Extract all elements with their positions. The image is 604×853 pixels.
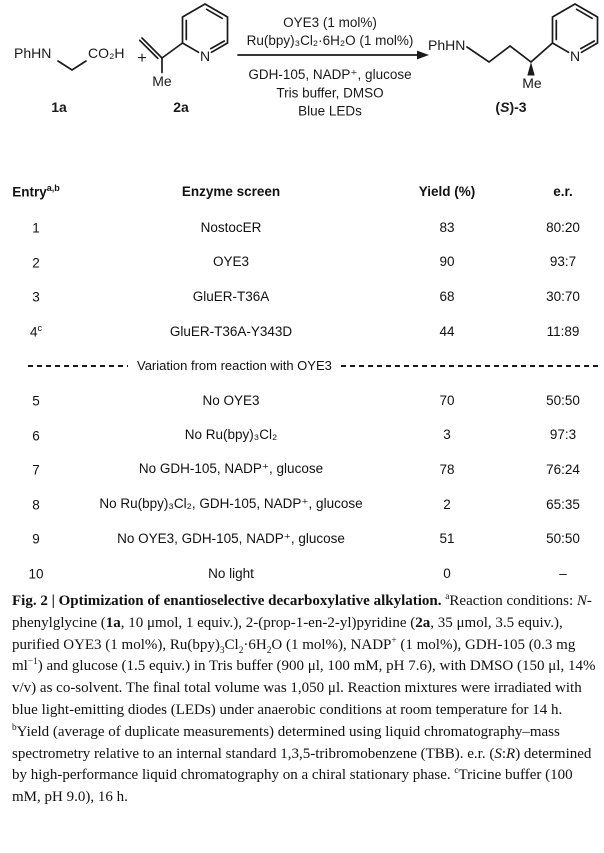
svg-text:OYE3 (1 mol%): OYE3 (1 mol%) [283,15,377,30]
entry-cell: 8 [32,497,40,513]
table-row: 10 No light 0 – [0,556,604,591]
yield-cell: 83 [439,219,455,235]
er-cell: 93:7 [549,254,577,270]
compound-tag-2a: 2a [173,99,189,115]
table-row: 1 NostocER 83 80:20 [0,210,604,245]
svg-text:Blue LEDs: Blue LEDs [298,104,362,119]
entry-cell: 9 [32,531,40,547]
table-row: 3 GluER-T36A 68 30:70 [0,279,604,314]
acid-label: CO₂H [88,45,125,61]
er-cell: 97:3 [549,427,577,443]
compound-tag-1a: 1a [51,99,67,115]
enzyme-cell: No Ru(bpy)₃Cl₂, GDH-105, NADP⁺, glucose [99,496,363,512]
compound-tag-s3: (S)-3 [495,99,526,115]
divider-dashes [340,364,598,367]
ring-nitrogen-label: N [200,48,210,64]
yield-cell: 78 [439,461,455,477]
entry-cell: 2 [32,255,40,271]
yield-header: Yield (%) [418,183,476,199]
pyridine-ring [551,3,599,54]
methyl-label: Me [152,73,172,89]
enzyme-header: Enzyme screen [181,183,281,199]
divider-label: Variation from reaction with OYE3 [137,358,332,374]
yield-cell: 70 [439,392,455,408]
enzyme-cell: NostocER [200,219,262,235]
enzyme-cell: No GDH-105, NADP⁺, glucose [138,461,324,477]
er-cell: 50:50 [546,531,580,547]
optimization-table: Entrya,b Enzyme screen Yield (%) e.r. 1 … [0,172,604,591]
yield-cell: 2 [443,496,451,512]
table-row: 5 No OYE3 70 50:50 [0,383,604,418]
table-row: 7 No GDH-105, NADP⁺, glucose 78 76:24 [0,452,604,487]
er-cell: 65:35 [546,496,580,512]
bond [57,60,87,72]
table-header: Entrya,b Enzyme screen Yield (%) e.r. [0,172,604,210]
entry-cell: 1 [32,220,40,236]
entry-cell: 4c [29,322,42,340]
entry-cell: 6 [32,428,40,444]
methyl-label: Me [522,75,542,91]
divider-dashes [28,364,128,367]
ring-nitrogen-label: N [570,48,580,64]
entry-cell: 7 [32,462,40,478]
entry-header: Entrya,b [12,182,60,200]
reactant-1a-structure: PhHN CO₂H 1a [14,45,125,115]
er-cell: 11:89 [546,323,580,339]
product-structure: PhHN Me N (S)-3 [428,3,599,115]
svg-text:Tris buffer, DMSO: Tris buffer, DMSO [276,86,383,101]
yield-cell: 90 [439,254,455,270]
arrow-conditions-below: GDH-105, NADP⁺, glucose Tris buffer, DMS… [248,67,411,119]
vinyl-double-bond [141,37,163,59]
table-row: 9 No OYE3, GDH-105, NADP⁺, glucose 51 50… [0,521,604,556]
reactant-2a-structure: Me N 2a [138,3,229,115]
yield-cell: 68 [439,288,455,304]
chain-bonds [466,42,554,64]
arrowhead [417,50,429,60]
er-cell: – [559,565,567,581]
er-cell: 76:24 [546,461,580,477]
plus-sign: + [137,50,146,67]
wedge-bond [527,62,535,76]
amine-label: PhHN [428,37,465,53]
enzyme-cell: No Ru(bpy)₃Cl₂ [184,427,278,443]
er-header: e.r. [553,183,573,199]
figure-caption: Fig. 2 | Optimization of enantioselectiv… [12,592,596,806]
svg-text:Ru(bpy)₃Cl₂·6H₂O (1 mol%): Ru(bpy)₃Cl₂·6H₂O (1 mol%) [247,33,414,48]
er-cell: 50:50 [546,392,580,408]
enzyme-cell: No light [208,565,254,581]
reaction-scheme: PhHN CO₂H 1a + Me N 2a OYE3 (1 mol%) Ru(… [14,3,599,119]
yield-cell: 0 [443,565,451,581]
yield-cell: 3 [443,427,451,443]
enzyme-cell: No OYE3, GDH-105, NADP⁺, glucose [117,530,345,546]
enzyme-cell: No OYE3 [202,392,260,408]
enzyme-cell: GluER-T36A [192,288,270,304]
enzyme-cell: GluER-T36A-Y343D [169,323,293,339]
section-divider: Variation from reaction with OYE3 [0,348,604,383]
table-row: 2 OYE3 90 93:7 [0,245,604,280]
amine-label: PhHN [14,45,51,61]
enzyme-cell: OYE3 [212,254,250,270]
table-row: 4c GluER-T36A-Y343D 44 11:89 [0,314,604,349]
arrow-conditions-above: OYE3 (1 mol%) Ru(bpy)₃Cl₂·6H₂O (1 mol%) [247,15,414,48]
yield-cell: 51 [439,531,455,547]
entry-cell: 10 [28,566,44,582]
er-cell: 30:70 [546,288,580,304]
ring-bond [161,42,184,59]
svg-text:GDH-105, NADP⁺, glucose: GDH-105, NADP⁺, glucose [248,67,411,82]
er-cell: 80:20 [546,219,580,235]
entry-cell: 5 [32,393,40,409]
table-row: 8 No Ru(bpy)₃Cl₂, GDH-105, NADP⁺, glucos… [0,487,604,522]
pyridine-ring [181,3,229,54]
entry-cell: 3 [32,289,40,305]
reaction-arrow [237,50,429,60]
yield-cell: 44 [439,323,455,339]
table-row: 6 No Ru(bpy)₃Cl₂ 3 97:3 [0,418,604,453]
